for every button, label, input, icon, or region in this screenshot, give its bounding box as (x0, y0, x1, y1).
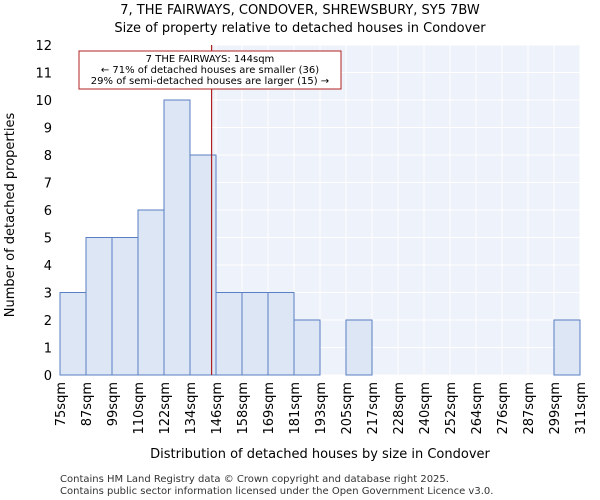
annotation-frame (78, 50, 342, 90)
bar (345, 319, 373, 376)
x-tick-label: 122sqm (158, 382, 173, 435)
x-tick-label: 75sqm (54, 382, 69, 426)
bar (215, 292, 243, 376)
x-tick-label: 169sqm (262, 382, 277, 435)
y-tick-label: 3 (44, 287, 52, 302)
footer-line-1: Contains HM Land Registry data © Crown c… (60, 474, 449, 485)
annotation-line-3: 29% of semi-detached houses are larger (… (91, 76, 329, 87)
y-tick-label: 6 (44, 204, 52, 219)
x-tick-labels: 75sqm 87sqm 99sqm 110sqm 122sqm 134sqm 146sqm 1… (54, 382, 589, 435)
annotation-line-1: 7 THE FAIRWAYS: 144sqm (146, 54, 275, 65)
bar (137, 209, 165, 376)
x-tick-label: 228sqm (392, 382, 407, 435)
x-tick-label: 181sqm (288, 382, 303, 435)
y-tick-label: 4 (44, 259, 52, 274)
y-tick-label: 11 (35, 67, 52, 82)
y-tick-label: 10 (35, 94, 52, 109)
x-tick-label: 205sqm (340, 382, 355, 435)
x-axis-label: Distribution of detached houses by size … (150, 447, 490, 462)
y-tick-label: 7 (44, 177, 52, 192)
x-tick-label: 99sqm (106, 382, 121, 426)
x-tick-label: 252sqm (444, 382, 459, 435)
bar (293, 319, 321, 376)
x-tick-label: 287sqm (522, 382, 537, 435)
bar (267, 292, 295, 376)
x-tick-label: 217sqm (366, 382, 381, 435)
footer-line-2: Contains public sector information licen… (60, 486, 493, 497)
y-axis-label: Number of detached properties (3, 113, 18, 318)
x-tick-label: 240sqm (418, 382, 433, 435)
x-tick-label: 158sqm (236, 382, 251, 435)
y-tick-label: 8 (44, 149, 52, 164)
x-tick-label: 193sqm (314, 382, 329, 435)
y-tick-label: 9 (44, 122, 52, 137)
x-tick-label: 110sqm (132, 382, 147, 435)
bar (163, 99, 191, 376)
y-tick-label: 12 (35, 39, 52, 54)
chart-title: 7, THE FAIRWAYS, CONDOVER, SHREWSBURY, S… (120, 3, 480, 18)
x-tick-label: 87sqm (80, 382, 95, 426)
bar (85, 237, 113, 376)
bar (241, 292, 269, 376)
bar (59, 292, 87, 376)
bar (111, 237, 139, 376)
y-tick-label: 5 (44, 232, 52, 247)
annotation-line-2: ← 71% of detached houses are smaller (36… (101, 65, 319, 76)
x-tick-label: 299sqm (548, 382, 563, 435)
annotation-box: 7 THE FAIRWAYS: 144sqm ← 71% of detached… (78, 50, 342, 90)
y-tick-label: 2 (44, 314, 52, 329)
x-tick-label: 134sqm (184, 382, 199, 435)
x-tick-label: 311sqm (574, 382, 589, 435)
y-tick-label: 1 (44, 342, 52, 357)
y-tick-label: 0 (44, 369, 52, 384)
chart-subtitle: Size of property relative to detached ho… (114, 21, 486, 36)
x-tick-label: 264sqm (470, 382, 485, 435)
x-tick-label: 146sqm (210, 382, 225, 435)
x-tick-label: 276sqm (496, 382, 511, 435)
bar (553, 319, 581, 376)
